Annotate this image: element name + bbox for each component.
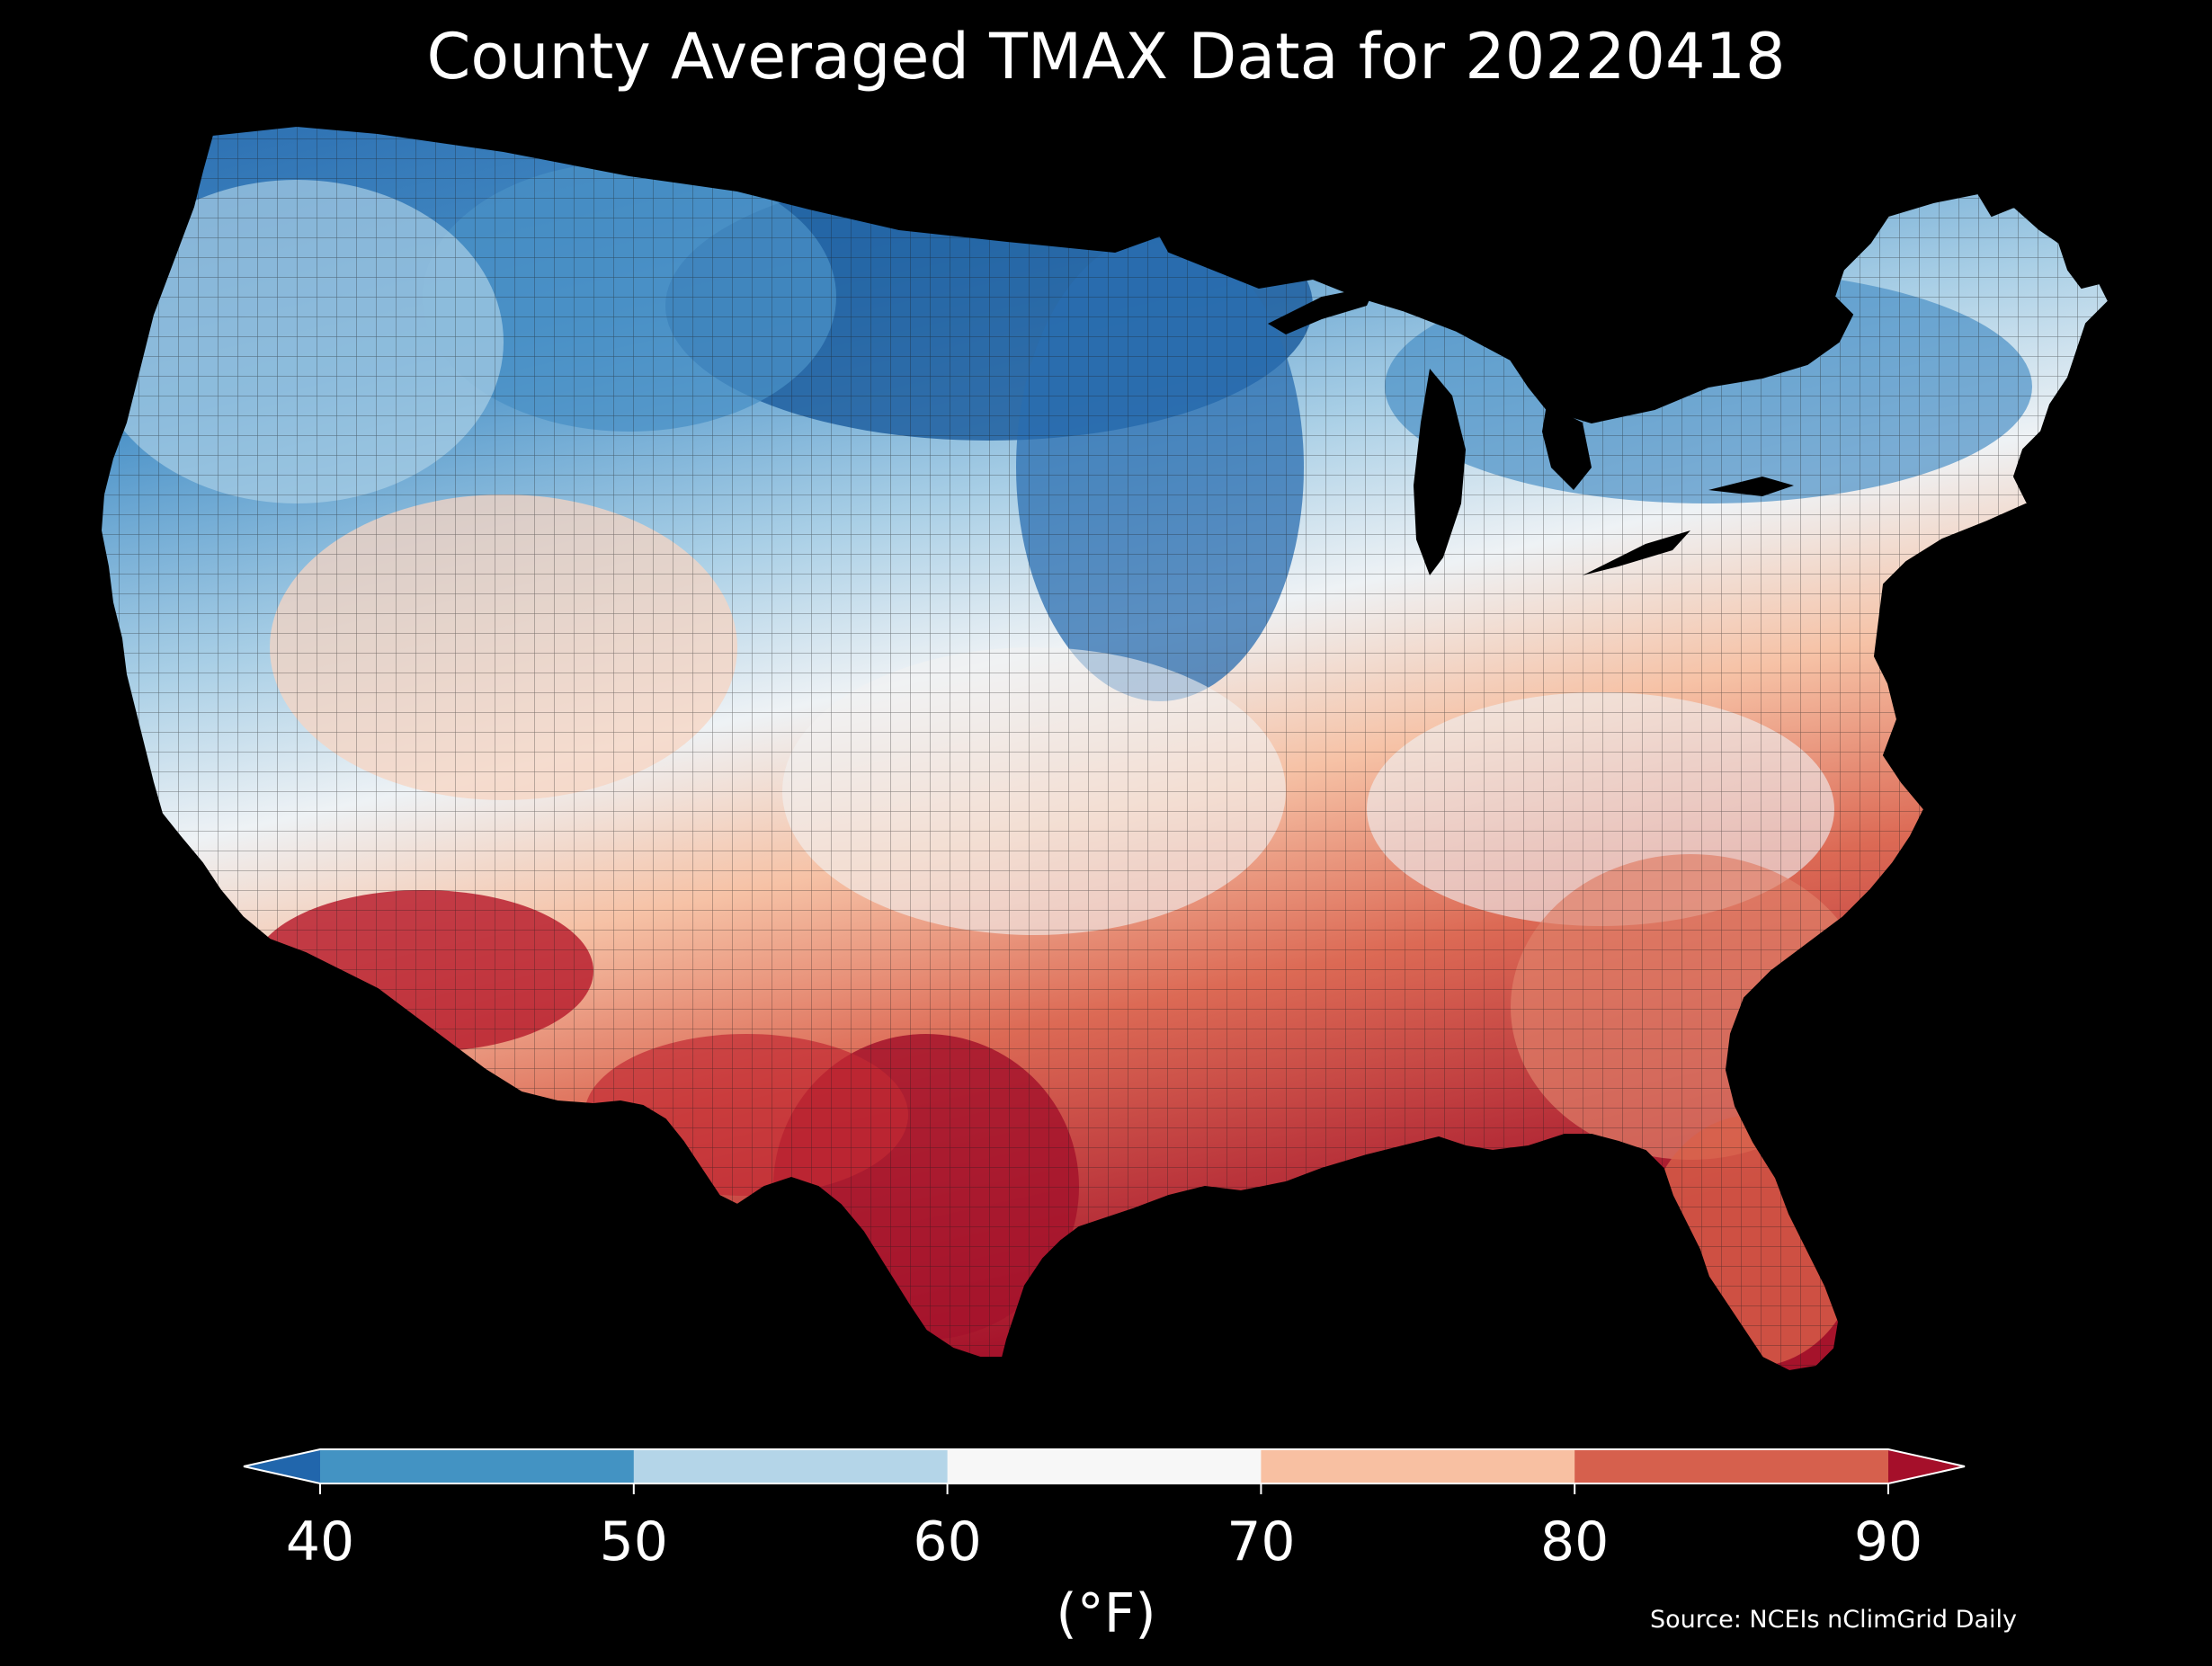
us-temperature-map (100, 125, 2109, 1372)
colorbar-tick-label: 70 (1226, 1510, 1296, 1573)
colorbar-bin (1261, 1449, 1575, 1483)
lake-superior (1268, 286, 1376, 334)
lake-huron (1542, 405, 1592, 490)
colorbar (0, 1430, 2212, 1591)
lake-michigan (1414, 369, 1466, 575)
colorbar-bin (320, 1449, 635, 1483)
colorbar-tick-label: 60 (913, 1510, 982, 1573)
great-lakes (1268, 286, 1794, 575)
county-fill-layer (101, 126, 2109, 1371)
colorbar-extend-low (244, 1449, 320, 1483)
colorbar-tick-label: 40 (285, 1510, 355, 1573)
colorbar-unit-label: (°F) (1056, 1582, 1156, 1645)
map-svg (100, 125, 2109, 1372)
colorbar-tick-label: 80 (1540, 1510, 1610, 1573)
colorbar-bin (633, 1449, 949, 1483)
lake-erie (1583, 530, 1690, 575)
colorbar-tick-label: 90 (1853, 1510, 1923, 1573)
colorbar-bin (947, 1449, 1262, 1483)
colorbar-bin (1574, 1449, 1889, 1483)
colorbar-extend-high (1888, 1449, 1965, 1483)
lake-ontario (1708, 477, 1794, 496)
chart-title: County Averaged TMAX Data for 20220418 (426, 20, 1786, 94)
colorbar-svg (243, 1448, 1966, 1494)
colorbar-tick-label: 50 (599, 1510, 668, 1573)
source-attribution: Source: NCEIs nClimGrid Daily (1650, 1606, 2017, 1634)
